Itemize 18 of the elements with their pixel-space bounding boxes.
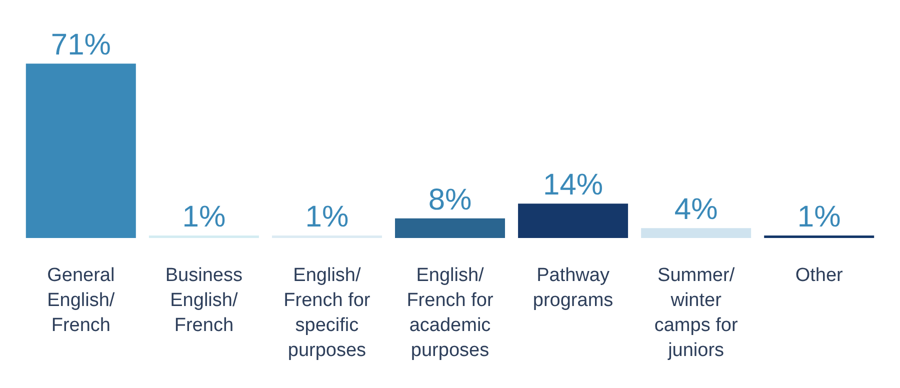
x-tick-label: Other <box>795 265 844 286</box>
x-tick-label: General English/ French <box>47 265 116 336</box>
data-label: 14% <box>543 168 604 202</box>
bar <box>641 228 752 238</box>
data-label: 8% <box>428 183 472 216</box>
data-label: 4% <box>674 193 718 226</box>
data-label: 71% <box>50 28 111 62</box>
x-tick-label: Business English/ French <box>165 265 242 336</box>
data-label: 1% <box>182 200 226 234</box>
x-tick-label: English/ French for specific purposes <box>284 265 371 361</box>
bar <box>518 204 628 238</box>
x-tick-label: Pathway programs <box>532 265 614 311</box>
data-label: 1% <box>797 200 841 234</box>
x-tick-label: English/ French for academic purposes <box>406 265 494 361</box>
bar <box>395 218 505 238</box>
x-tick-label: Summer/ winter camps for juniors <box>654 265 738 361</box>
bar <box>26 64 136 238</box>
data-label: 1% <box>305 200 349 234</box>
